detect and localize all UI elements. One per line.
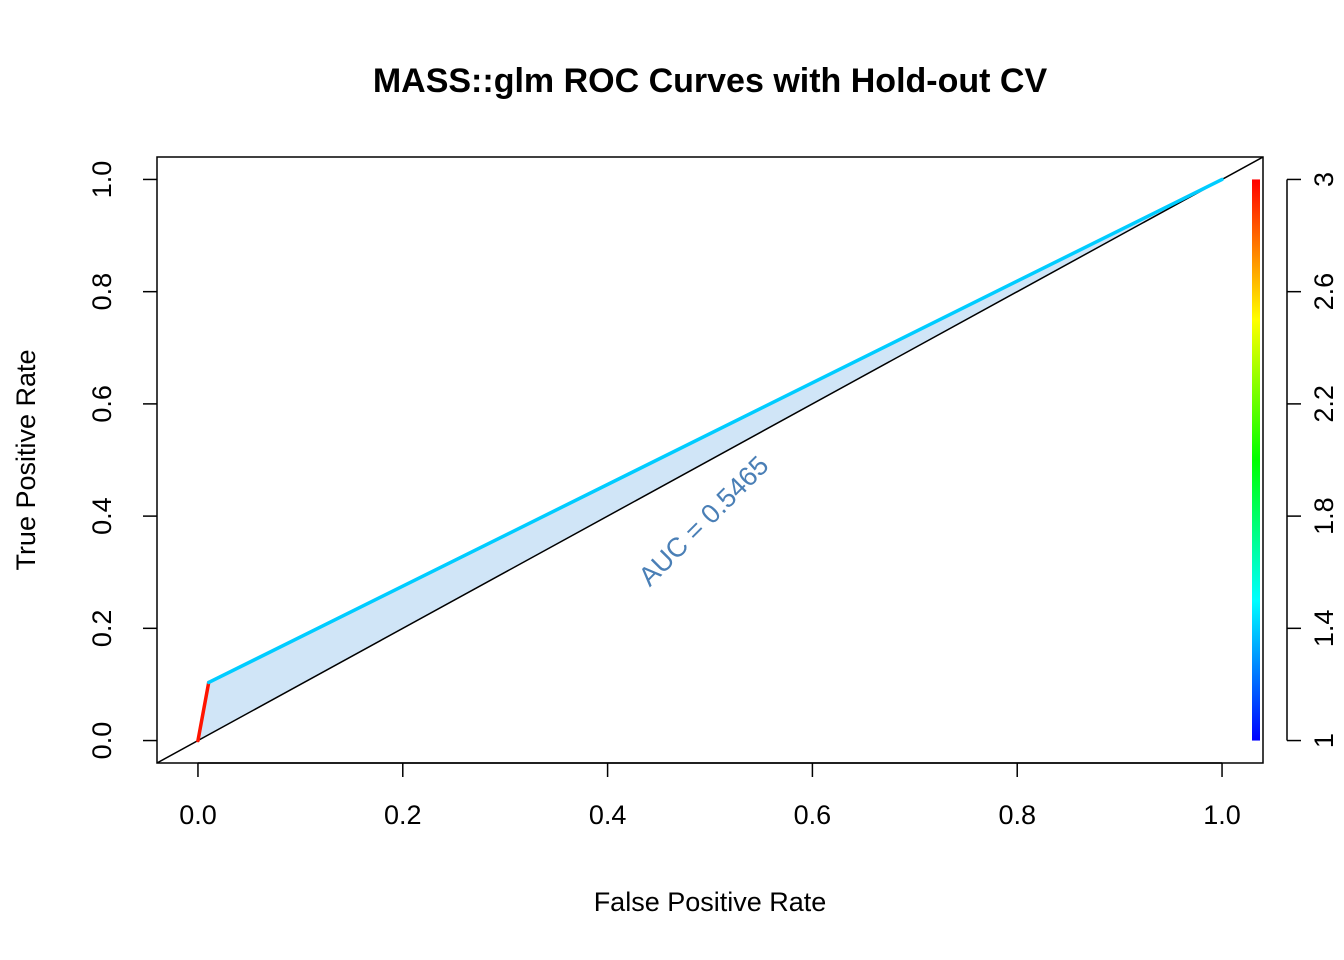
colorbar-tick-label: 1.8 [1309,497,1339,535]
y-tick-label: 0.8 [87,273,117,311]
y-axis-label: True Positive Rate [11,349,41,570]
x-tick-label: 0.4 [589,800,627,830]
x-tick-label: 1.0 [1203,800,1241,830]
plot-area [157,157,1263,763]
colorbar-tick-label: 2.6 [1309,273,1339,311]
colorbar-tick-label: 2.2 [1309,385,1339,423]
colorbar-tick-label: 1 [1309,733,1339,748]
y-tick-label: 0.6 [87,385,117,423]
y-axis: 0.0 0.2 0.4 0.6 0.8 1.0 [87,161,157,760]
colorbar-tick-label: 3 [1309,172,1339,187]
chart-title: MASS::glm ROC Curves with Hold-out CV [373,62,1048,100]
y-tick-label: 0.4 [87,497,117,535]
colorbar-gradient [1252,179,1260,741]
x-axis: 0.0 0.2 0.4 0.6 0.8 1.0 [179,762,1241,830]
x-tick-label: 0.2 [384,800,422,830]
y-tick-label: 0.2 [87,610,117,648]
roc-segment [206,177,1224,685]
y-tick-label: 0.0 [87,722,117,760]
x-tick-label: 0.0 [179,800,217,830]
x-tick-label: 0.6 [794,800,832,830]
roc-segment [196,680,211,743]
diagonal-line [157,157,1263,763]
y-tick-label: 1.0 [87,161,117,199]
colorbar-tick-label: 1.4 [1309,610,1339,648]
colorbar: 1 1.4 1.8 2.2 2.6 3 [1252,172,1339,748]
x-axis-label: False Positive Rate [594,887,827,917]
x-tick-label: 0.8 [998,800,1036,830]
